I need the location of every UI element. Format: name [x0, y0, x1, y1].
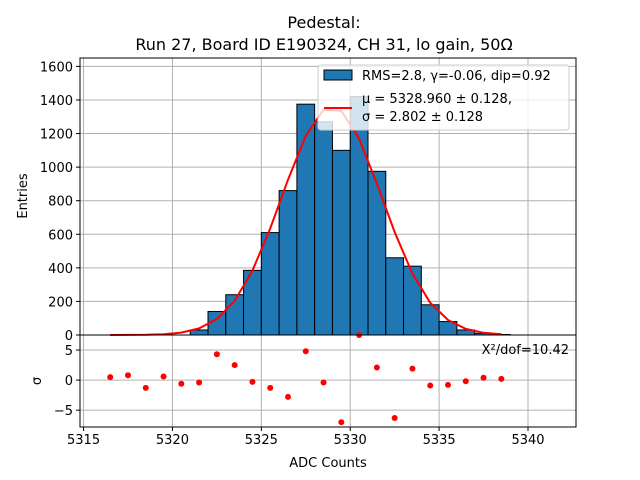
y-tick-label: 1600 [40, 60, 73, 75]
residuals-y-ticks: −5 0 5 [54, 344, 80, 419]
residuals-frame [79, 334, 577, 428]
x-tick-label: 5330 [334, 433, 367, 448]
x-tick-label: 5315 [67, 433, 100, 448]
residual-point [213, 351, 220, 358]
y-tick-label: 600 [48, 228, 73, 243]
residual-point [178, 380, 185, 387]
y-tick-label: 200 [48, 295, 73, 310]
legend-label-fit-sigma: σ = 2.802 ± 0.128 [362, 110, 483, 125]
histogram-bar [296, 103, 316, 336]
residual-point [302, 348, 309, 355]
legend: RMS=2.8, γ=-0.06, dip=0.92 μ = 5328.960 … [317, 64, 570, 131]
residual-point [142, 384, 149, 391]
y-tick-label: 1400 [40, 94, 73, 109]
residual-point [320, 379, 327, 386]
y-tick-label: 1000 [40, 161, 73, 176]
residual-point [391, 414, 398, 421]
residual-point [125, 372, 131, 379]
residual-point [107, 374, 114, 381]
gaussian-fit-line [110, 108, 502, 336]
legend-label-stats: RMS=2.8, γ=-0.06, dip=0.92 [362, 69, 551, 84]
legend-box [317, 64, 570, 131]
residuals-panel: −505 5315 5320 5325 5330 5335 5340 σ ADC Coun… [30, 332, 577, 471]
x-tick-label: 5335 [423, 433, 456, 448]
histogram-bar [331, 149, 351, 336]
y-tick-label: −5 [54, 404, 73, 419]
residual-point [196, 379, 203, 386]
x-axis-label: ADC Counts [289, 456, 367, 471]
residual-point [427, 382, 434, 389]
histogram-bar [260, 232, 280, 336]
histogram-bar [385, 257, 405, 336]
y-tick-label: 0 [65, 329, 73, 344]
chart-title-line2: Run 27, Board ID E190324, CH 31, lo gain… [135, 35, 512, 54]
residuals-grid [80, 335, 576, 427]
residual-point [249, 378, 256, 385]
histogram-bar [314, 121, 333, 336]
y-tick-label: 1200 [40, 128, 73, 143]
x-tick-label: 5320 [156, 433, 189, 448]
residual-point [160, 373, 167, 380]
y-tick-label: 800 [48, 195, 73, 210]
residual-point [480, 374, 487, 381]
histogram-bar [403, 265, 422, 336]
chi2-annotation: X²/dof=10.42 [482, 343, 569, 358]
residual-point [462, 378, 469, 385]
residual-point [285, 393, 291, 400]
y-tick-label: 5 [65, 344, 73, 359]
residual-point [267, 384, 274, 391]
histogram-bars [189, 96, 511, 336]
x-tick-label: 5340 [511, 433, 544, 448]
histogram-panel: 0 200 400 600 800 1000 1200 1400 1600 Entries RM… [16, 57, 577, 344]
residual-point [231, 362, 238, 369]
legend-patch-swatch [323, 69, 353, 81]
x-tick-label: 5325 [245, 433, 278, 448]
y-axis-label-sigma: σ [30, 377, 45, 385]
histogram-y-ticks: 0 200 400 600 800 1000 1200 1400 1600 [40, 60, 80, 344]
residual-point [338, 419, 345, 426]
histogram-bar [349, 96, 369, 336]
residual-point [409, 365, 416, 372]
legend-label-fit-mu: μ = 5328.960 ± 0.128, [362, 92, 512, 107]
histogram-bar [367, 170, 387, 336]
chart-title-line1: Pedestal: [287, 13, 360, 32]
residual-points [107, 332, 505, 426]
residual-point [445, 381, 451, 388]
y-tick-label: 400 [48, 262, 73, 277]
residual-point [498, 375, 505, 382]
residual-point [373, 364, 380, 371]
y-axis-label-entries: Entries [16, 173, 31, 219]
x-ticks: 5315 5320 5325 5330 5335 5340 [67, 427, 545, 448]
histogram-bar [278, 190, 298, 336]
y-tick-label: 0 [65, 374, 73, 389]
